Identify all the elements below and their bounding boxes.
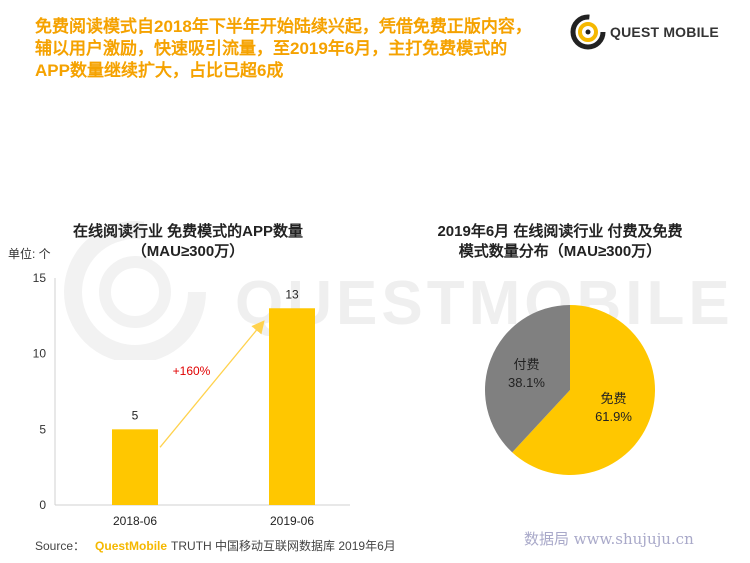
pie-slice <box>485 305 570 453</box>
y-tick-label: 15 <box>33 271 47 285</box>
bar <box>269 308 315 505</box>
bar <box>112 429 158 505</box>
unit-label: 单位: 个 <box>8 246 51 261</box>
source-brand: QuestMobile <box>95 539 168 553</box>
y-tick-label: 0 <box>39 498 46 512</box>
source-rest: TRUTH 中国移动互联网数据库 2019年6月 <box>171 539 396 553</box>
growth-annotation: +160% <box>173 364 211 378</box>
y-tick-label: 10 <box>33 347 47 361</box>
bar-chart-title-line-1: 在线阅读行业 免费模式的APP数量 <box>72 223 303 240</box>
y-tick-label: 5 <box>39 422 46 436</box>
pie-slice-value-label: 38.1% <box>508 375 545 390</box>
questmobile-logo: QUEST MOBILE <box>568 12 728 52</box>
bar-value-label: 13 <box>285 287 299 301</box>
bar-chart-title-line-2: （MAU≥300万） <box>131 243 245 260</box>
headline-line-3: APP数量继续扩大，占比已超6成 <box>35 61 284 80</box>
pie-chart-title-line-2: 模式数量分布（MAU≥300万） <box>458 243 662 260</box>
bar-chart-title: 在线阅读行业 免费模式的APP数量 （MAU≥300万） <box>48 222 328 262</box>
bar-chart: 单位: 个 0 5 10 15 5 2018-06 13 2019-06 +160% <box>8 246 350 528</box>
source-line: Source： QuestMobile TRUTH 中国移动互联网数据库 2019年… <box>35 537 396 554</box>
x-tick-label: 2018-06 <box>113 514 157 528</box>
pie-slice-value-label: 61.9% <box>595 409 632 424</box>
headline-line-2: 辅以用户激励，快速吸引流量，至2019年6月，主打免费模式的 <box>35 39 508 58</box>
headline: 免费阅读模式自2018年下半年开始陆续兴起，凭借免费正版内容， 辅以用户激励，快… <box>35 16 575 82</box>
source-prefix: Source： <box>35 539 86 553</box>
logo-text: QUEST MOBILE <box>610 24 719 40</box>
headline-line-1: 免费阅读模式自2018年下半年开始陆续兴起，凭借免费正版内容， <box>35 17 532 36</box>
questmobile-logo-icon <box>570 14 606 50</box>
pie-chart-title: 2019年6月 在线阅读行业 付费及免费 模式数量分布（MAU≥300万） <box>405 222 715 262</box>
x-tick-label: 2019-06 <box>270 514 314 528</box>
pie-chart: 免费 61.9% 付费 38.1% <box>485 305 655 475</box>
pie-slice-label: 免费 <box>601 391 627 406</box>
pie-chart-title-line-1: 2019年6月 在线阅读行业 付费及免费 <box>437 223 683 240</box>
site-credit: 数据局 www.shujuju.cn <box>524 530 694 548</box>
growth-arrow <box>159 320 265 448</box>
pie-slice <box>512 305 655 475</box>
bar-value-label: 5 <box>132 408 139 422</box>
pie-slice-label: 付费 <box>513 357 539 372</box>
